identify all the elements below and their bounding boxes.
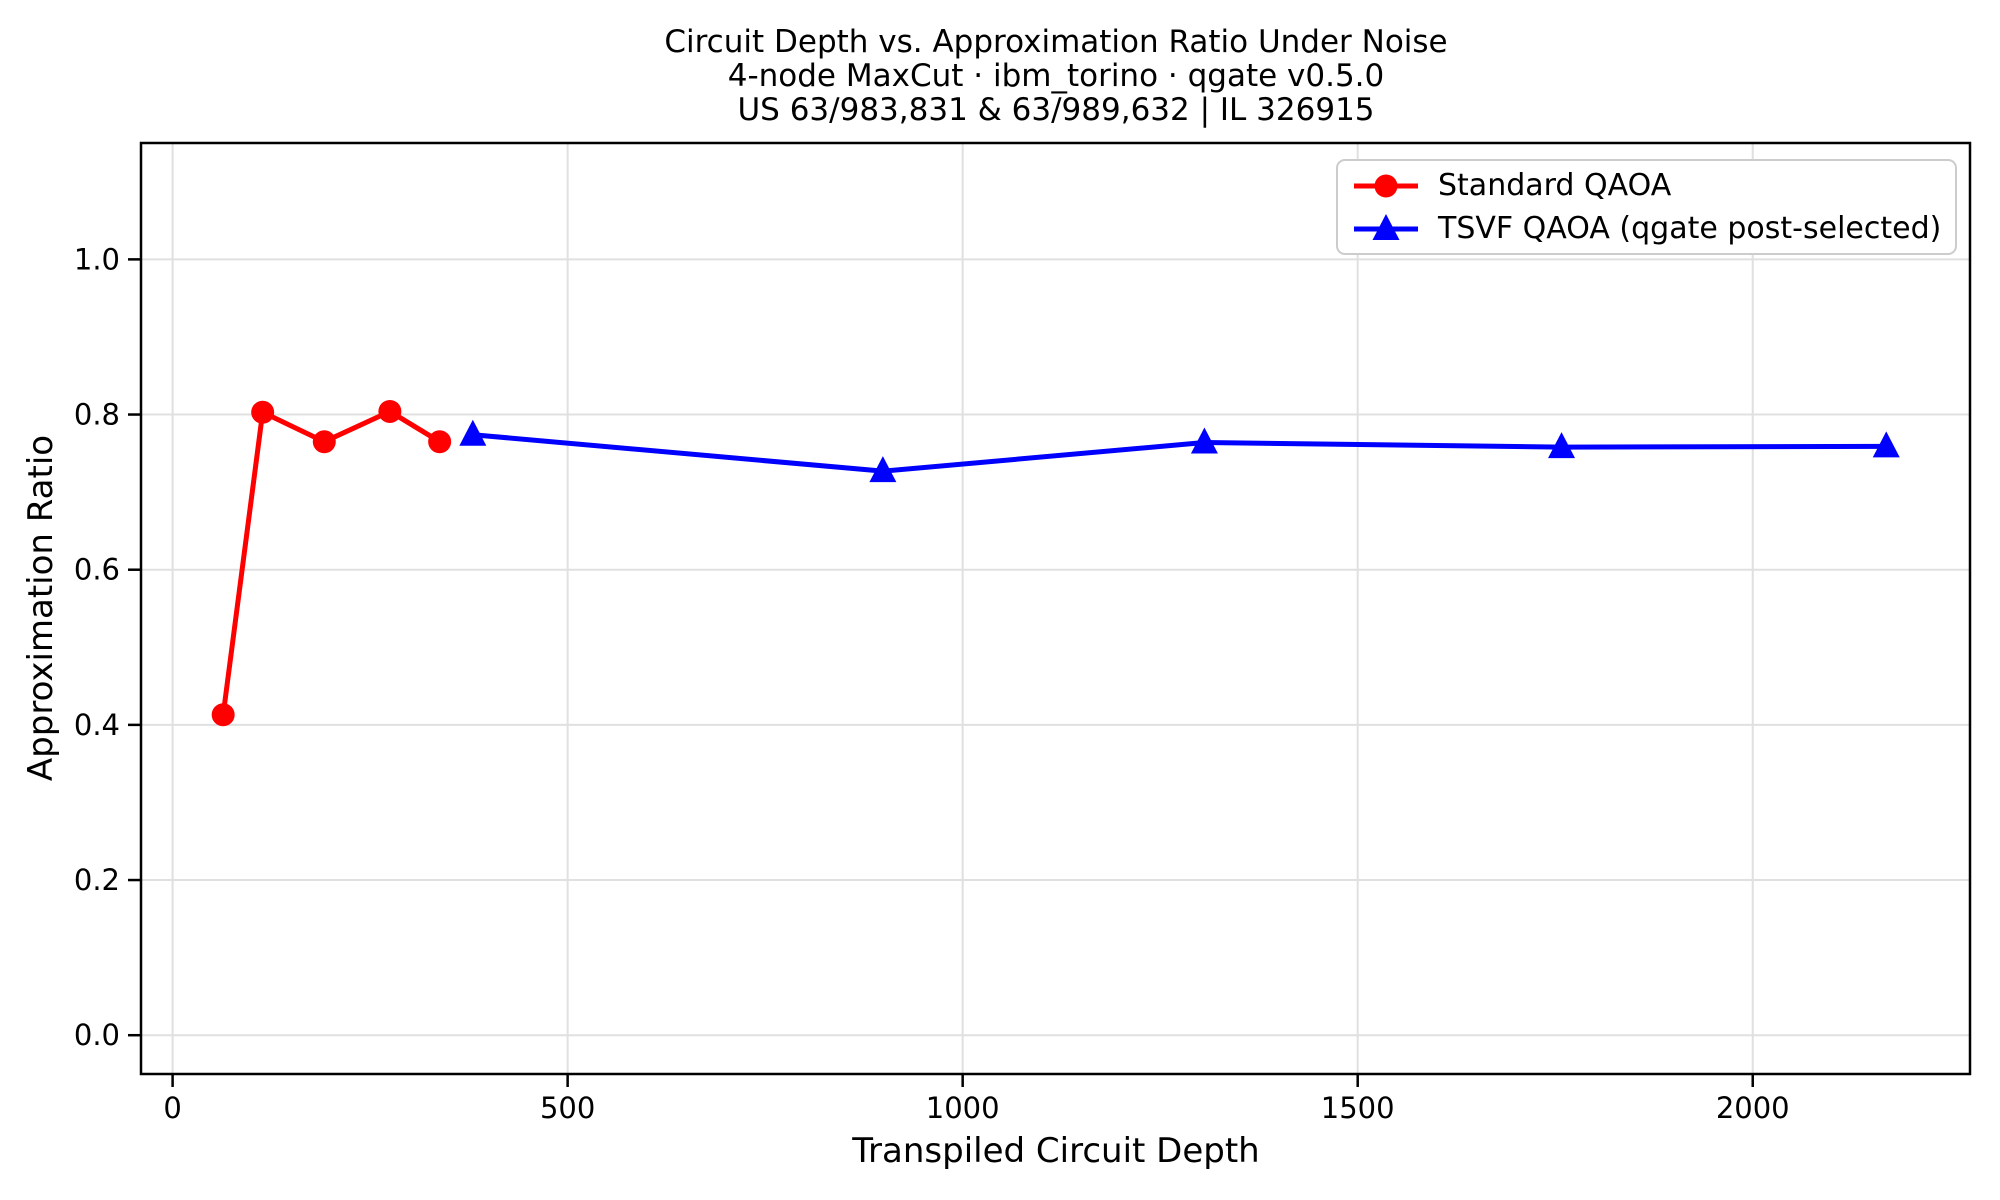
y-tick-label: 0.4	[74, 708, 120, 742]
axes-frame	[139, 141, 1972, 1076]
x-tick-label: 1000	[926, 1091, 1000, 1125]
triangle-marker	[1872, 431, 1900, 458]
circle-marker	[312, 430, 336, 454]
y-tick-label: 1.0	[74, 242, 120, 276]
x-axis-label: Transpiled Circuit Depth	[851, 1131, 1259, 1171]
x-tick-label: 1500	[1321, 1091, 1395, 1125]
y-axis-label: Approximation Ratio	[21, 435, 61, 781]
legend-sample-marker	[1374, 174, 1398, 197]
y-tick-label: 0.6	[74, 553, 120, 587]
legend-label: Standard QAOA	[1438, 168, 1672, 203]
circle-marker	[211, 703, 235, 727]
chart-patent-line: US 63/983,831 & 63/989,632 | IL 326915	[737, 92, 1374, 128]
x-tick-label: 500	[540, 1091, 595, 1125]
triangle-marker	[1548, 432, 1576, 459]
legend-sample-marker	[1372, 213, 1400, 240]
grid-layer	[141, 143, 1970, 1074]
triangle-marker	[459, 419, 487, 446]
tick-layer: 0 500 1000 1500 2000 0.0 0.2 0.4 0.6 0.8 1.0	[74, 242, 1790, 1125]
legend-sample-triangle-icon	[1354, 213, 1418, 240]
legend: Standard QAOA TSVF QAOA (qgate post-selec…	[1336, 159, 1957, 255]
triangle-marker	[869, 456, 897, 483]
y-tick-label: 0.0	[74, 1018, 120, 1052]
y-tick-label: 0.8	[74, 398, 120, 432]
circle-marker	[378, 399, 402, 423]
chart-title: Circuit Depth vs. Approximation Ratio Un…	[664, 24, 1447, 60]
x-tick-label: 0	[163, 1091, 181, 1125]
series-1	[459, 419, 1900, 483]
legend-label: TSVF QAOA (qgate post-selected)	[1438, 211, 1942, 246]
series-0	[211, 399, 452, 727]
y-tick-label: 0.2	[74, 863, 120, 897]
x-tick-label: 2000	[1716, 1091, 1790, 1125]
chart-subtitle: 4-node MaxCut · ibm_torino · qgate v0.5.…	[728, 58, 1385, 94]
series-layer	[211, 399, 1900, 727]
circle-marker	[428, 430, 452, 454]
series-line	[220, 408, 443, 718]
circle-marker	[251, 400, 275, 424]
legend-item-1: TSVF QAOA (qgate post-selected)	[1350, 210, 1943, 247]
legend-item-0: Standard QAOA	[1350, 167, 1943, 204]
series-line	[470, 432, 1889, 474]
triangle-marker	[1190, 427, 1218, 454]
legend-sample-circle-icon	[1354, 174, 1418, 197]
